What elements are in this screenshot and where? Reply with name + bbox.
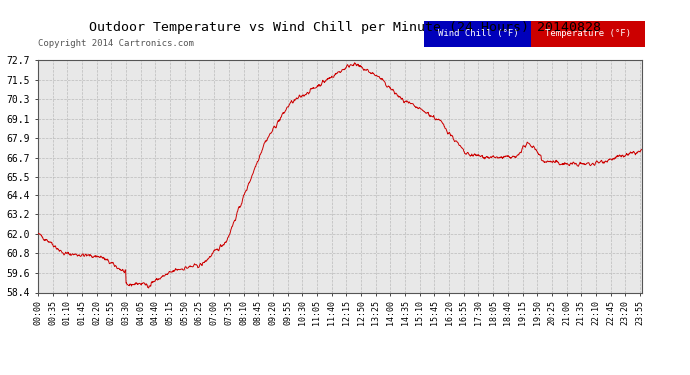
Text: Temperature (°F): Temperature (°F)	[545, 29, 631, 38]
Text: Wind Chill (°F): Wind Chill (°F)	[437, 29, 518, 38]
Text: Outdoor Temperature vs Wind Chill per Minute (24 Hours) 20140828: Outdoor Temperature vs Wind Chill per Mi…	[89, 21, 601, 34]
Text: Copyright 2014 Cartronics.com: Copyright 2014 Cartronics.com	[38, 39, 194, 48]
